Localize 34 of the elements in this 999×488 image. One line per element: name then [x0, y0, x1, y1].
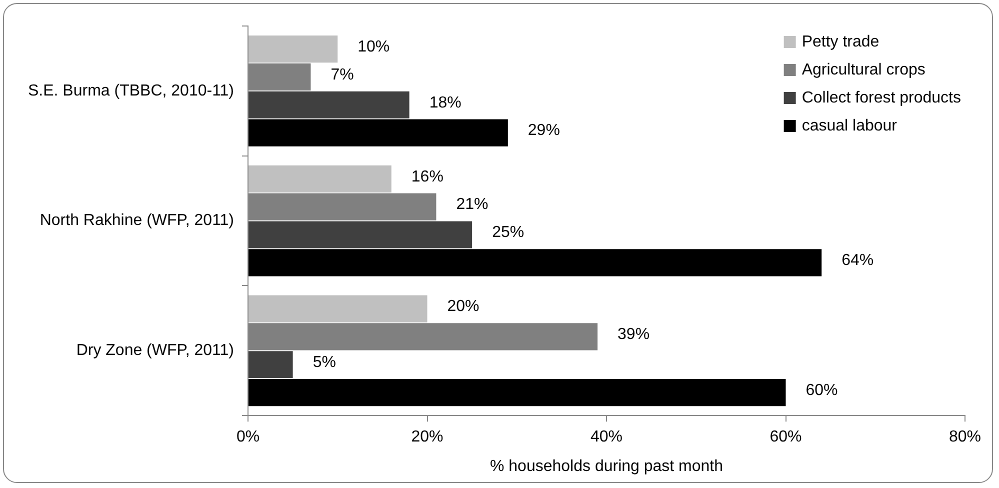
bar [248, 91, 410, 118]
data-label: 64% [842, 252, 874, 270]
data-label: 60% [806, 382, 838, 399]
data-label: 10% [358, 38, 390, 56]
bar [248, 36, 338, 63]
bar [248, 249, 822, 276]
x-tick-label: 0% [236, 428, 260, 446]
bar [248, 351, 293, 378]
y-tick-label: North Rakhine (WFP, 2011) [40, 212, 234, 230]
data-label: 21% [456, 196, 488, 214]
data-label: 18% [429, 94, 462, 112]
bar [248, 295, 428, 322]
data-label: 7% [330, 66, 354, 84]
bar [248, 165, 392, 192]
x-tick-label: 80% [948, 428, 982, 446]
x-axis-title: % households during past month [490, 458, 724, 475]
data-label: 25% [492, 224, 524, 242]
data-label: 39% [618, 326, 650, 344]
legend-label: casual labour [802, 117, 898, 134]
data-label: 5% [312, 354, 336, 372]
bar [248, 119, 508, 146]
x-tick-label: 20% [411, 428, 444, 446]
bar [248, 221, 472, 248]
data-label: 20% [447, 298, 480, 316]
legend-label: Petty trade [802, 33, 880, 50]
x-tick-label: 60% [770, 428, 802, 446]
data-label: 29% [528, 122, 560, 140]
y-tick-label: Dry Zone (WFP, 2011) [76, 342, 234, 360]
legend-label: Collect forest products [802, 89, 962, 106]
bar [248, 379, 786, 406]
legend-label: Agricultural crops [802, 61, 926, 78]
data-label: 16% [411, 168, 444, 186]
x-tick-label: 40% [590, 428, 623, 446]
y-tick-label: S.E. Burma (TBBC, 2010-11) [28, 82, 234, 100]
